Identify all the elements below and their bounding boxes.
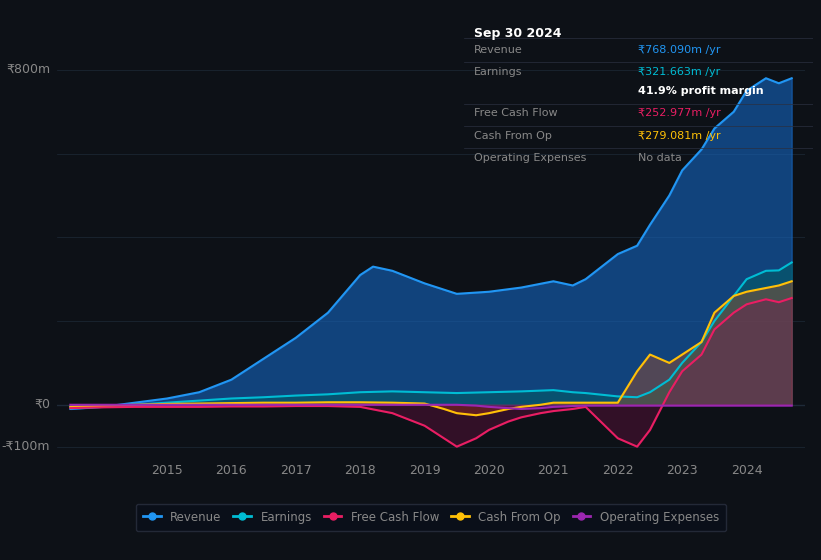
Text: ₹321.663m /yr: ₹321.663m /yr: [639, 67, 721, 77]
Text: Operating Expenses: Operating Expenses: [475, 153, 587, 163]
Text: No data: No data: [639, 153, 682, 163]
Text: -₹100m: -₹100m: [2, 440, 50, 453]
Text: 41.9% profit margin: 41.9% profit margin: [639, 86, 764, 96]
Text: Cash From Op: Cash From Op: [475, 130, 553, 141]
Text: ₹279.081m /yr: ₹279.081m /yr: [639, 130, 721, 141]
Text: Free Cash Flow: Free Cash Flow: [475, 108, 558, 118]
Text: ₹768.090m /yr: ₹768.090m /yr: [639, 44, 721, 54]
Text: Revenue: Revenue: [475, 44, 523, 54]
Text: ₹252.977m /yr: ₹252.977m /yr: [639, 108, 721, 118]
Text: Earnings: Earnings: [475, 67, 523, 77]
Text: Sep 30 2024: Sep 30 2024: [475, 27, 562, 40]
Text: ₹800m: ₹800m: [6, 63, 50, 76]
Text: ₹0: ₹0: [34, 398, 50, 411]
Legend: Revenue, Earnings, Free Cash Flow, Cash From Op, Operating Expenses: Revenue, Earnings, Free Cash Flow, Cash …: [136, 504, 726, 531]
